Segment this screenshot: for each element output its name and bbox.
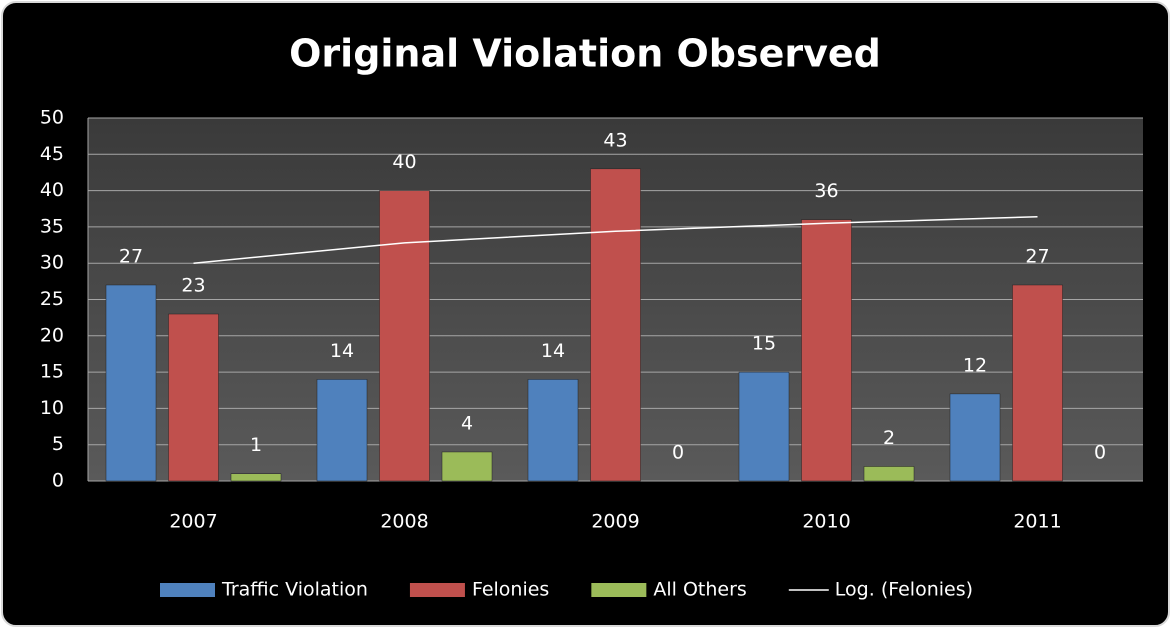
y-tick-label: 30 [40,252,64,274]
bar [379,190,430,482]
data-label: 23 [181,275,205,297]
x-tick-label: 2007 [169,511,217,533]
bar [590,168,641,482]
y-tick-label: 40 [40,179,64,201]
legend-label: Traffic Violation [221,579,368,601]
legend-swatch [160,583,215,597]
bar [230,473,282,482]
bar [527,379,579,482]
data-label: 0 [1094,442,1106,464]
legend-label: All Others [653,579,746,601]
bar [949,393,1001,482]
bar [863,466,915,482]
bar [738,371,790,482]
legend-label: Log. (Felonies) [835,579,973,601]
data-label: 36 [814,180,838,202]
bar [441,451,493,482]
bar [801,219,852,482]
x-tick-label: 2008 [380,511,428,533]
data-label: 4 [461,412,473,434]
y-tick-label: 25 [40,288,64,310]
y-tick-label: 10 [40,397,64,419]
bar [1012,284,1063,482]
data-label: 40 [392,151,416,173]
y-tick-label: 15 [40,361,64,383]
legend-swatch [591,583,647,597]
chart-title: Original Violation Observed [289,32,881,76]
x-tick-label: 2011 [1013,511,1061,533]
data-label: 14 [330,340,354,362]
y-tick-label: 20 [40,324,64,346]
legend-label: Felonies [472,579,549,601]
trend-line [193,215,1038,264]
bar [105,284,157,482]
data-label: 15 [752,333,776,355]
data-label: 2 [883,427,895,449]
legend-swatch [409,583,465,597]
y-tick-label: 45 [40,143,64,165]
x-tick-label: 2010 [802,511,850,533]
data-label: 12 [963,354,987,376]
y-tick-label: 0 [52,470,64,492]
data-label: 43 [603,129,627,151]
bar [316,379,368,482]
x-tick-label: 2009 [591,511,639,533]
data-label: 1 [250,434,262,456]
data-label: 27 [1025,245,1049,267]
y-tick-label: 5 [52,433,64,455]
y-tick-label: 50 [40,107,64,129]
data-label: 14 [541,340,565,362]
data-label: 27 [119,245,143,267]
y-tick-label: 35 [40,215,64,237]
data-label: 0 [672,442,684,464]
bar [168,313,219,482]
